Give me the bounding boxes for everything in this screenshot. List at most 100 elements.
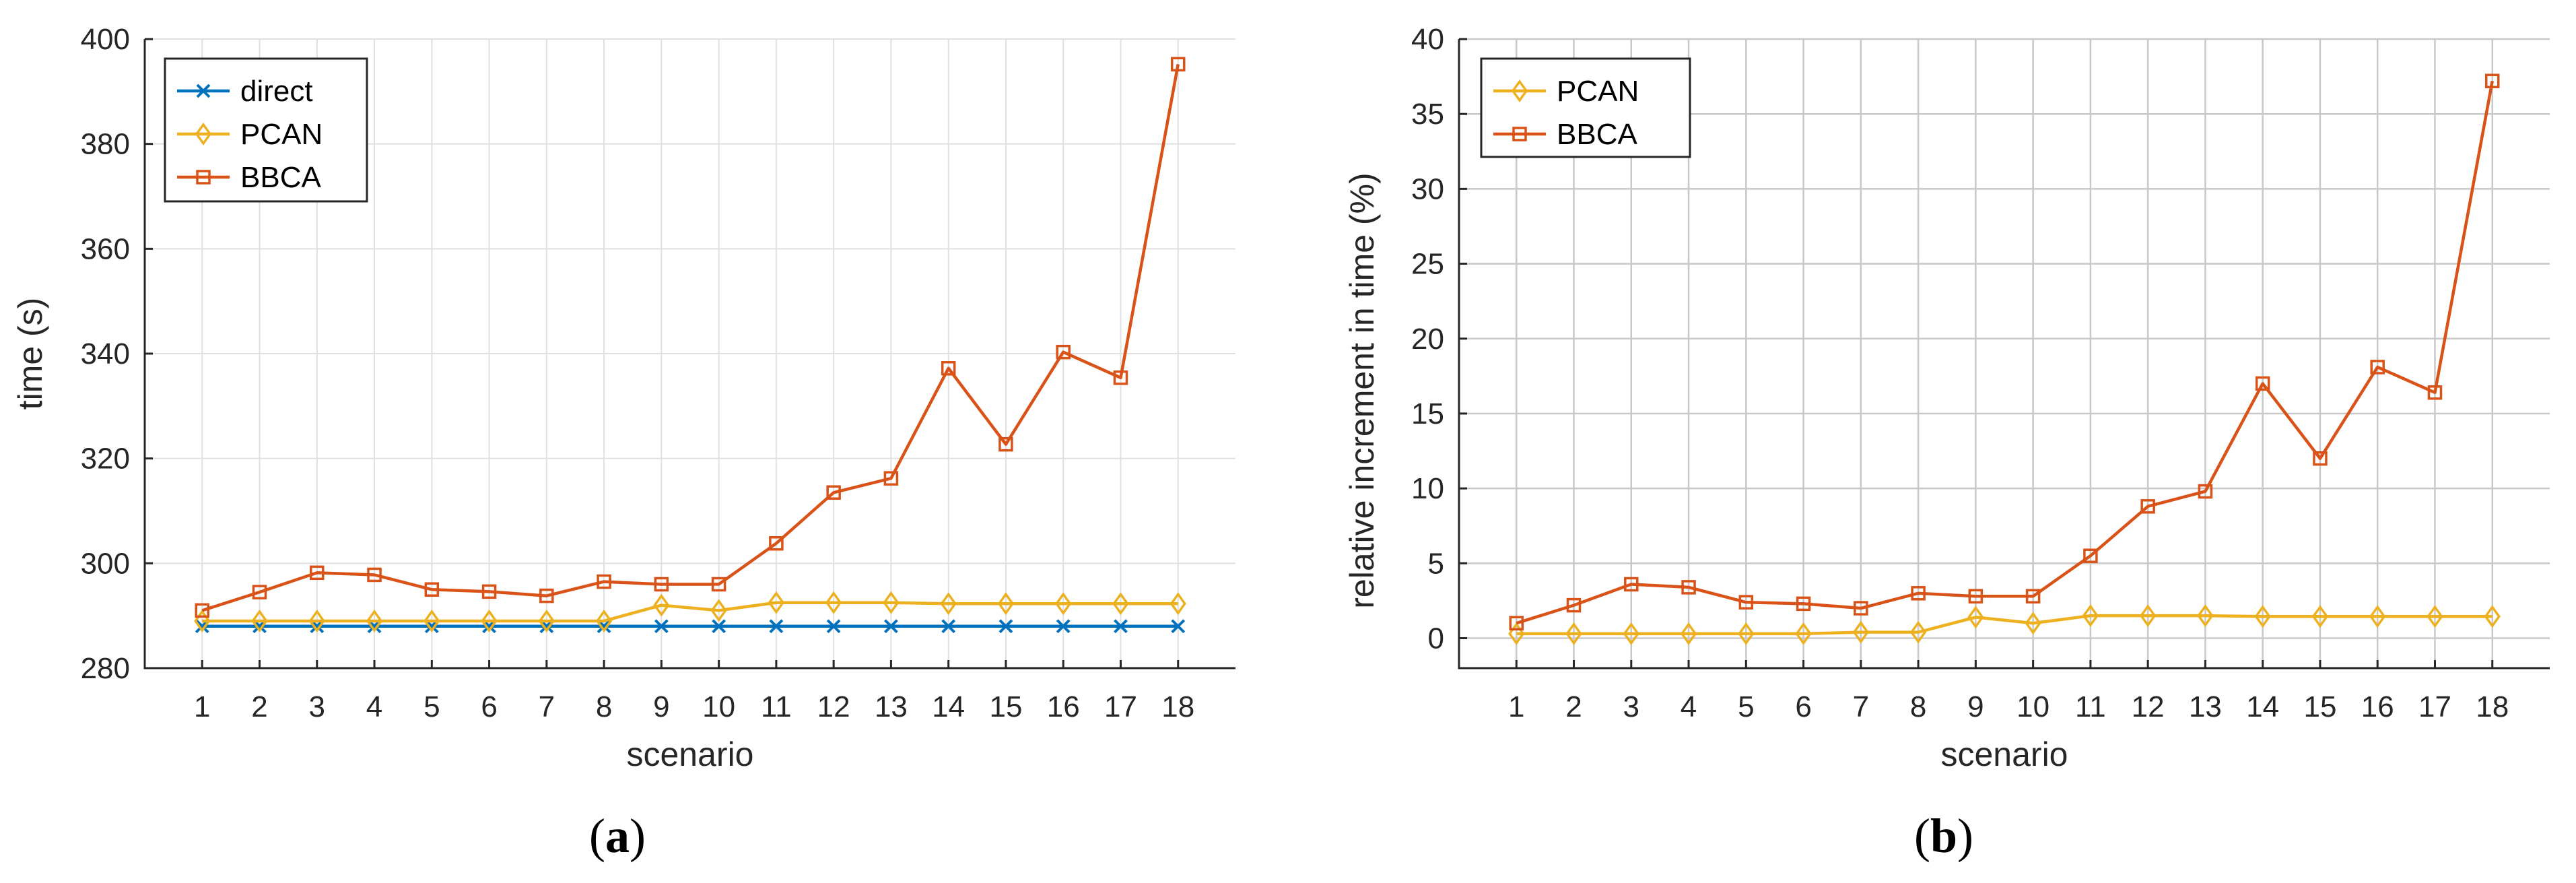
x-tick-label-a: 3 <box>309 690 325 723</box>
data-point-bbca-a <box>252 585 267 599</box>
data-point-pcan-b <box>2427 605 2443 628</box>
data-point-pcan-b <box>1565 622 1582 645</box>
data-point-bbca-a <box>481 584 497 599</box>
data-point-pcan-b <box>2082 604 2099 628</box>
x-tick-label-b: 6 <box>1795 690 1811 723</box>
data-point-bbca-b <box>2083 548 2098 563</box>
legend-label-pcan-b: PCAN <box>1557 75 1639 108</box>
data-point-bbca-a <box>941 361 956 376</box>
x-tick-label-b: 7 <box>1853 690 1869 723</box>
x-tick-label-b: 10 <box>2016 690 2049 723</box>
data-point-pcan-a <box>595 609 613 632</box>
x-tick-label-b: 5 <box>1738 690 1754 723</box>
x-tick-label-a: 6 <box>481 690 497 723</box>
data-point-bbca-a <box>998 436 1013 452</box>
data-point-bbca-b <box>2313 451 2328 466</box>
x-tick-label-a: 12 <box>817 690 850 723</box>
data-point-pcan-b <box>1738 622 1755 645</box>
series-line-bbca-a <box>201 63 1180 612</box>
data-point-bbca-a <box>1170 57 1186 72</box>
data-point-bbca-b <box>2370 360 2385 374</box>
data-point-bbca-b <box>1968 589 1984 604</box>
legend-item-bbca-a: BBCA <box>177 161 321 194</box>
data-point-bbca-b <box>2025 589 2041 604</box>
data-point-pcan-a <box>481 609 498 632</box>
x-tick-label-b: 1 <box>1508 690 1524 723</box>
data-point-direct-a <box>941 619 956 634</box>
x-tick-label-a: 7 <box>539 690 555 723</box>
data-point-bbca-b <box>2484 73 2500 89</box>
x-tick-label-a: 10 <box>702 690 735 723</box>
x-tick-label-a: 1 <box>194 690 210 723</box>
data-point-pcan-b <box>2197 604 2214 628</box>
legend-marker-direct-a <box>196 84 211 98</box>
data-point-pcan-a <box>308 609 325 632</box>
x-tick-label-b: 17 <box>2418 690 2451 723</box>
data-point-bbca-b <box>1681 580 1696 595</box>
x-tick-label-a: 13 <box>875 690 908 723</box>
data-point-bbca-a <box>424 582 440 597</box>
y-tick-label-b: 40 <box>1411 23 1444 56</box>
data-point-bbca-a <box>597 574 611 589</box>
x-tick-label-a: 5 <box>423 690 440 723</box>
y-tick-label-a: 320 <box>81 443 130 476</box>
y-axis-label-a: time (s) <box>11 298 49 410</box>
data-point-direct-a <box>998 619 1013 634</box>
data-point-pcan-b <box>2254 605 2271 628</box>
data-point-direct-a <box>1114 619 1128 634</box>
data-point-pcan-b <box>2311 605 2329 628</box>
data-point-pcan-a <box>1055 592 1072 616</box>
data-point-bbca-b <box>2427 385 2443 400</box>
legend-item-pcan-a: PCAN <box>177 118 323 151</box>
data-point-bbca-a <box>539 588 554 603</box>
data-point-pcan-a <box>768 591 785 614</box>
data-point-bbca-b <box>2198 484 2213 499</box>
data-point-pcan-a <box>883 591 900 614</box>
x-tick-label-b: 9 <box>1967 690 1984 723</box>
data-point-bbca-b <box>1854 601 1868 616</box>
data-point-bbca-a <box>826 485 841 500</box>
x-tick-label-b: 4 <box>1681 690 1697 723</box>
data-point-pcan-a <box>251 609 268 632</box>
axes-box-b <box>1458 39 2550 669</box>
y-axis-label-b: relative increment in time (%) <box>1343 172 1381 608</box>
legend-label-pcan-a: PCAN <box>240 118 323 151</box>
legend-item-bbca-b: BBCA <box>1493 118 1637 151</box>
legend-label-bbca-a: BBCA <box>240 161 321 194</box>
data-point-pcan-b <box>2484 605 2501 628</box>
x-tick-label-b: 2 <box>1565 690 1582 723</box>
x-tick-label-a: 16 <box>1047 690 1080 723</box>
x-tick-label-b: 8 <box>1910 690 1926 723</box>
data-point-pcan-a <box>423 609 440 632</box>
x-axis-label-a: scenario <box>627 735 754 773</box>
y-tick-label-b: 0 <box>1428 622 1444 655</box>
data-point-pcan-b <box>1852 620 1869 644</box>
panel-caption-b: (b) <box>1914 809 1973 863</box>
data-point-pcan-b <box>1795 622 1812 645</box>
y-tick-label-a: 340 <box>81 337 130 370</box>
data-point-direct-a <box>1056 619 1071 634</box>
data-point-pcan-a <box>940 592 957 616</box>
legend-a: direct PCAN BBCA <box>164 57 368 203</box>
x-tick-label-a: 9 <box>653 690 669 723</box>
x-tick-label-a: 2 <box>251 690 267 723</box>
legend-marker-bbca-a <box>196 170 211 185</box>
data-point-direct-a <box>884 619 898 634</box>
data-point-bbca-b <box>1796 596 1811 612</box>
x-tick-label-a: 11 <box>761 690 792 723</box>
data-point-pcan-a <box>1170 592 1186 616</box>
data-point-direct-a <box>769 619 784 634</box>
data-point-pcan-b <box>1967 606 1984 629</box>
data-point-pcan-b <box>1623 622 1639 645</box>
x-tick-label-a: 4 <box>366 690 382 723</box>
chart-panel-b: 1 2 3 4 5 6 7 8 9 10 11 12 13 14 15 16 17 18 051015202530… <box>1343 23 2550 863</box>
x-tick-label-b: 13 <box>2189 690 2222 723</box>
y-tick-label-a: 280 <box>81 652 130 685</box>
legend-item-direct-a: direct <box>177 75 313 108</box>
data-point-bbca-a <box>310 565 325 581</box>
data-point-pcan-a <box>538 609 555 632</box>
series-line-pcan-a <box>202 601 1178 623</box>
legend-b: PCAN BBCA <box>1480 57 1691 158</box>
data-point-bbca-a <box>195 603 210 618</box>
y-tick-label-b: 30 <box>1411 172 1444 205</box>
